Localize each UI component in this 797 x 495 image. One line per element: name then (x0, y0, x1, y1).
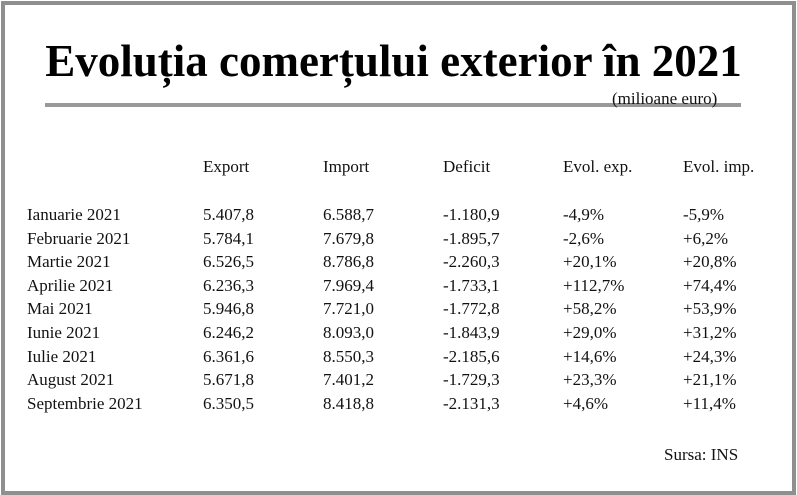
evol-export-value: +29,0% (563, 323, 617, 342)
page-title: Evoluția comerțului exterior în 2021 (45, 36, 742, 86)
export-value: 6.361,6 (203, 346, 254, 366)
evol-export-value: +23,3% (563, 370, 617, 390)
evol-import-value: +24,3% (683, 346, 737, 366)
trade-table: Export Import Deficit Evol. exp. Evol. i… (5, 5, 792, 491)
evol-export-value: -2,6% (563, 228, 605, 248)
header-evol-export: Evol. exp. (563, 157, 633, 176)
deficit-value: -1.895,7 (443, 228, 500, 248)
evol-import-value: +74,4% (683, 275, 737, 295)
evol-import-value: +11,4% (683, 393, 736, 413)
export-value: 5.407,8 (203, 205, 254, 224)
row-label: Mai 2021 (27, 299, 93, 319)
unit-label: (milioane euro) (612, 89, 718, 108)
evol-import-value: +20,8% (683, 252, 737, 272)
evol-export-value: +20,1% (563, 252, 617, 272)
import-value: 7.679,8 (323, 228, 374, 248)
import-value: 8.550,3 (323, 346, 374, 366)
deficit-value: -2.260,3 (443, 252, 500, 272)
export-value: 5.946,8 (203, 299, 254, 319)
deficit-value: -1.772,8 (443, 299, 500, 319)
source-note: Sursa: INS (664, 445, 739, 464)
evol-import-value: +6,2% (683, 228, 728, 248)
import-value: 8.418,8 (323, 393, 374, 413)
export-value: 5.784,1 (203, 228, 254, 248)
evol-import-value: +21,1% (683, 370, 737, 390)
import-value: 7.401,2 (323, 370, 374, 390)
import-value: 6.588,7 (323, 205, 374, 224)
deficit-value: -2.185,6 (443, 346, 500, 366)
row-label: Septembrie 2021 (27, 393, 143, 413)
row-label: Februarie 2021 (27, 228, 131, 248)
deficit-value: -1.733,1 (443, 275, 500, 295)
import-value: 8.786,8 (323, 252, 374, 272)
import-value: 7.969,4 (323, 275, 374, 295)
export-value: 6.350,5 (203, 393, 254, 413)
export-value: 6.526,5 (203, 252, 254, 272)
evol-export-value: +4,6% (563, 393, 608, 413)
evol-export-value: -4,9% (563, 205, 605, 224)
deficit-value: -1.729,3 (443, 370, 500, 390)
evol-import-value: +53,9% (683, 299, 737, 319)
deficit-value: -1.180,9 (443, 205, 500, 224)
header-deficit: Deficit (443, 157, 491, 176)
import-value: 7.721,0 (323, 299, 374, 319)
row-label: Aprilie 2021 (27, 275, 114, 295)
import-value: 8.093,0 (323, 323, 374, 342)
deficit-value: -1.843,9 (443, 323, 500, 342)
export-value: 6.236,3 (203, 275, 254, 295)
row-label: Martie 2021 (27, 252, 111, 272)
evol-import-value: +31,2% (683, 323, 737, 342)
title-underline (45, 103, 741, 107)
header-evol-import: Evol. imp. (683, 157, 755, 176)
row-label: Ianuarie 2021 (27, 205, 121, 224)
evol-export-value: +14,6% (563, 346, 617, 366)
export-value: 6.246,2 (203, 323, 254, 342)
evol-import-value: -5,9% (683, 205, 725, 224)
header-export: Export (203, 157, 250, 176)
row-label: Iunie 2021 (27, 323, 101, 342)
export-value: 5.671,8 (203, 370, 254, 390)
evol-export-value: +58,2% (563, 299, 617, 319)
deficit-value: -2.131,3 (443, 393, 500, 413)
evol-export-value: +112,7% (563, 275, 625, 295)
row-label: August 2021 (27, 370, 115, 390)
header-import: Import (323, 157, 370, 176)
row-label: Iulie 2021 (27, 346, 97, 366)
